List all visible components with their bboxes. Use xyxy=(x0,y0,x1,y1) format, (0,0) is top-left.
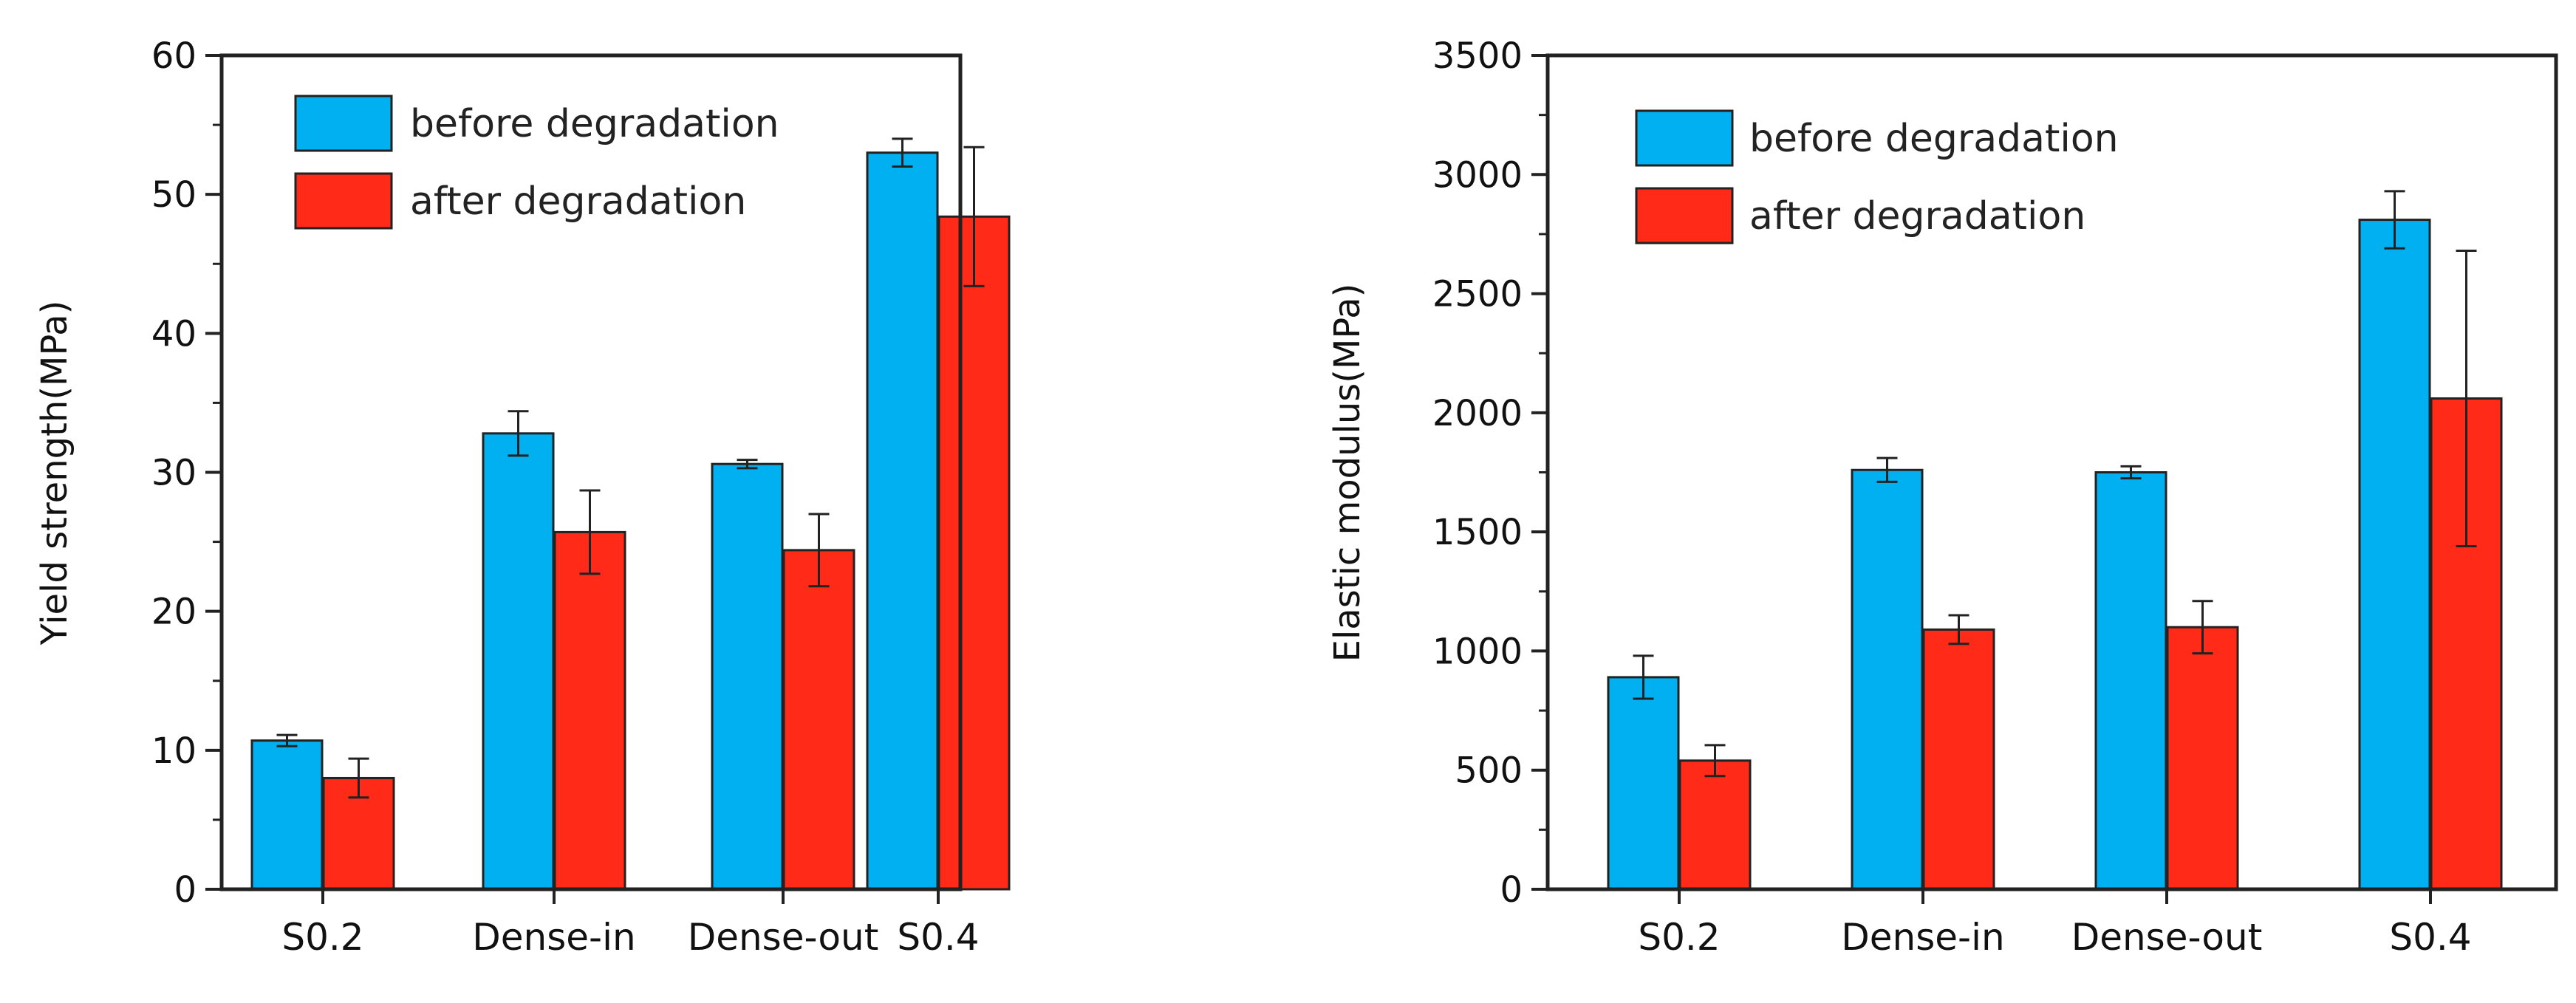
bar-after-dense-in xyxy=(553,530,626,891)
x-category-label: Dense-in xyxy=(472,916,635,959)
y-tick-label: 1500 xyxy=(1432,512,1523,553)
error-bar xyxy=(1876,456,1898,483)
legend-swatch-after xyxy=(1635,187,1734,244)
error-bar xyxy=(2120,465,2142,480)
yield-strength-y-axis-label: Yield strength(MPa) xyxy=(34,301,75,646)
error-bar xyxy=(1704,744,1726,778)
elastic-modulus-chart: 0 500 1000 1500 2000 2500 3000 3500 S0.2 Dense-i… xyxy=(1327,35,2558,959)
elastic-modulus-bars xyxy=(1607,219,2503,891)
legend-swatch-before xyxy=(1635,109,1734,167)
bar-before-dense-in xyxy=(482,432,555,891)
x-category-label: S0.4 xyxy=(2389,916,2471,959)
error-bar xyxy=(508,410,529,457)
x-category-label: S0.2 xyxy=(281,916,363,959)
yield-strength-bars xyxy=(250,151,1011,891)
yield-strength-error-bars xyxy=(276,137,985,799)
y-tick-label: 10 xyxy=(151,730,197,772)
x-category-label: S0.4 xyxy=(897,916,979,959)
y-tick-label: 2500 xyxy=(1432,274,1523,315)
y-tick-label: 0 xyxy=(1500,869,1523,911)
bar-after-dense-in xyxy=(1922,628,1995,891)
bar-after-dense-out xyxy=(782,549,855,891)
y-tick-label: 2000 xyxy=(1432,393,1523,434)
error-bar xyxy=(963,146,985,287)
error-bar xyxy=(1633,654,1654,700)
elastic-modulus-y-ticks: 0 500 1000 1500 2000 2500 3000 3500 xyxy=(1432,35,1548,911)
bar-before-s0-2 xyxy=(250,739,324,891)
bar-before-s0-2 xyxy=(1607,676,1680,891)
y-tick-label: 0 xyxy=(174,869,197,911)
error-bar xyxy=(276,733,298,747)
error-bar xyxy=(348,757,369,799)
y-tick-label: 40 xyxy=(151,313,197,355)
y-tick-label: 50 xyxy=(151,174,197,216)
elastic-modulus-y-axis-label: Elastic modulus(MPa) xyxy=(1327,284,1368,663)
legend-label-before: before degradation xyxy=(410,102,779,146)
bar-before-s0-4 xyxy=(866,151,939,891)
legend-swatch-after xyxy=(294,172,393,230)
bar-before-dense-out xyxy=(2094,471,2167,891)
yield-strength-categories: S0.2 Dense-in Dense-out S0.4 xyxy=(281,889,980,959)
error-bar xyxy=(2384,190,2405,250)
y-tick-label: 500 xyxy=(1455,750,1523,792)
yield-strength-y-ticks: 0 10 20 30 40 50 60 xyxy=(151,35,222,911)
x-category-label: Dense-out xyxy=(688,916,879,959)
error-bar xyxy=(808,513,830,588)
x-category-label: S0.2 xyxy=(1638,916,1720,959)
y-tick-label: 60 xyxy=(151,35,197,77)
error-bar xyxy=(2192,600,2213,655)
bar-before-s0-4 xyxy=(2358,219,2431,891)
error-bar xyxy=(737,459,758,470)
error-bar xyxy=(1948,614,1969,646)
bar-after-s0-4 xyxy=(937,215,1011,891)
bar-after-s0-2 xyxy=(1678,759,1752,891)
elastic-modulus-categories: S0.2 Dense-in Dense-out S0.4 xyxy=(1638,889,2472,959)
legend-label-before: before degradation xyxy=(1749,117,2119,161)
y-tick-label: 3000 xyxy=(1432,154,1523,196)
bar-before-dense-out xyxy=(711,462,784,891)
x-category-label: Dense-in xyxy=(1841,916,2004,959)
legend-label-after: after degradation xyxy=(1749,194,2085,239)
y-tick-label: 20 xyxy=(151,592,197,633)
elastic-modulus-error-bars xyxy=(1633,190,2477,778)
yield-strength-legend: before degradation after degradation xyxy=(294,95,779,230)
y-tick-label: 1000 xyxy=(1432,631,1523,672)
x-category-label: Dense-out xyxy=(2071,916,2263,959)
error-bar xyxy=(892,137,913,168)
bar-after-dense-out xyxy=(2166,626,2239,891)
legend-label-after: after degradation xyxy=(410,179,746,224)
error-bar xyxy=(579,489,601,575)
y-tick-label: 3500 xyxy=(1432,35,1523,77)
bar-before-dense-in xyxy=(1851,468,1924,891)
legend-swatch-before xyxy=(294,95,393,152)
elastic-modulus-legend: before degradation after degradation xyxy=(1635,109,2119,244)
error-bar xyxy=(2456,250,2477,547)
y-tick-label: 30 xyxy=(151,453,197,494)
